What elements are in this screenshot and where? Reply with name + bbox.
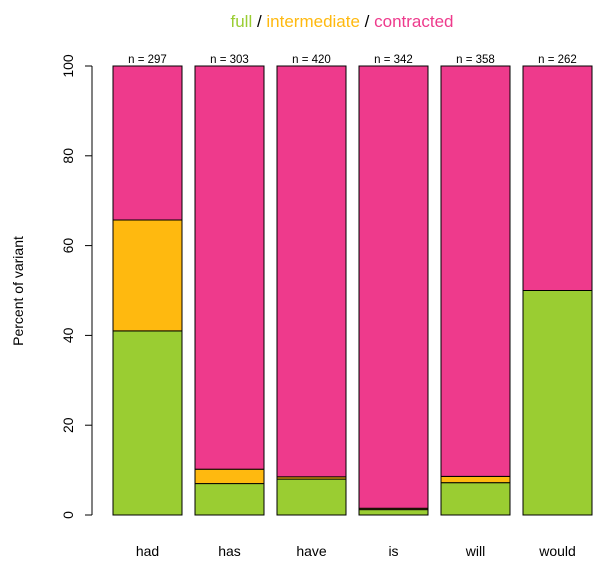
y-axis: 0 20 40 60 80 100 bbox=[60, 54, 93, 519]
bar-segment-intermediate-will bbox=[440, 475, 511, 484]
title-part-intermediate: intermediate bbox=[266, 12, 360, 31]
bar-segment-contracted-will bbox=[440, 65, 511, 477]
y-tick-label: 0 bbox=[60, 511, 76, 519]
bar-segment-full-have bbox=[276, 478, 347, 516]
count-label: n = 420 bbox=[292, 54, 331, 66]
chart-title: full / intermediate / contracted bbox=[230, 12, 453, 31]
count-labels: n = 297 n = 303 n = 420 n = 342 n = 358 n = 2… bbox=[128, 54, 577, 66]
x-category-label: have bbox=[296, 543, 327, 559]
title-part-full: full bbox=[230, 12, 252, 31]
bar-segment-contracted-would bbox=[522, 65, 593, 291]
bars-group bbox=[112, 65, 593, 516]
count-label: n = 358 bbox=[456, 54, 495, 66]
bar-segment-full-will bbox=[440, 482, 511, 516]
y-tick-label: 20 bbox=[60, 417, 76, 433]
title-separator: / bbox=[252, 12, 266, 31]
bar-segment-contracted-had bbox=[112, 65, 183, 221]
x-category-label: had bbox=[136, 543, 159, 559]
y-tick-label: 40 bbox=[60, 327, 76, 343]
bar-segment-full-would bbox=[522, 290, 593, 516]
x-category-label: would bbox=[538, 543, 576, 559]
y-tick-label: 60 bbox=[60, 238, 76, 254]
bar-segment-contracted-has bbox=[194, 65, 265, 470]
y-tick-label: 80 bbox=[60, 148, 76, 164]
x-category-label: will bbox=[465, 543, 485, 559]
y-axis-title: Percent of variant bbox=[10, 236, 26, 346]
bar-segment-intermediate-had bbox=[112, 219, 183, 332]
bar-segment-contracted-is bbox=[358, 65, 429, 509]
bar-segment-full-has bbox=[194, 483, 265, 516]
x-category-label: is bbox=[388, 543, 398, 559]
x-category-label: has bbox=[218, 543, 241, 559]
title-separator: / bbox=[360, 12, 374, 31]
bar-segment-contracted-have bbox=[276, 65, 347, 478]
count-label: n = 297 bbox=[128, 54, 167, 66]
y-tick-label: 100 bbox=[60, 54, 76, 78]
bar-segment-full-is bbox=[358, 509, 429, 516]
bar-segment-full-had bbox=[112, 330, 183, 516]
bar-segment-intermediate-has bbox=[194, 468, 265, 485]
title-part-contracted: contracted bbox=[374, 12, 453, 31]
count-label: n = 262 bbox=[538, 54, 577, 66]
count-label: n = 342 bbox=[374, 54, 413, 66]
count-label: n = 303 bbox=[210, 54, 249, 66]
x-axis-labels: had has have is will would bbox=[136, 543, 576, 559]
